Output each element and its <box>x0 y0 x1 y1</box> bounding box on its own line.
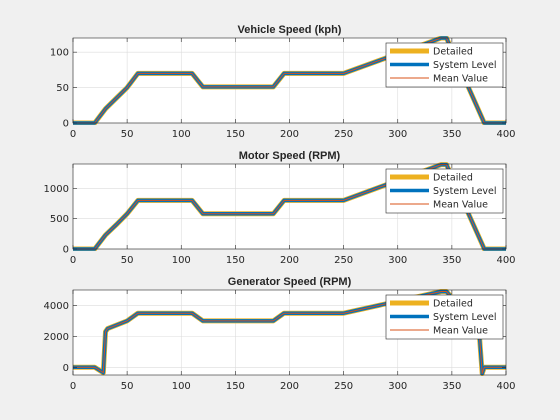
subplot-1: 0 50 100 150 200 250 300 350 400 0 50 100 Vehicle Sp… <box>50 24 516 140</box>
x-tick-label: 100 <box>172 255 191 266</box>
subplot-2: 0 50 100 150 200 250 300 350 400 0 500 1000 Motor Sp… <box>44 150 516 266</box>
y-tick-label: 2000 <box>44 332 69 343</box>
legend-label-mean-value: Mean Value <box>433 326 488 337</box>
legend-label-detailed: Detailed <box>433 173 473 184</box>
subplot-title: Vehicle Speed (kph) <box>238 24 342 36</box>
legend-label-detailed: Detailed <box>433 47 473 58</box>
x-tick-label: 250 <box>334 255 353 266</box>
x-tick-label: 250 <box>334 129 353 140</box>
x-tick-label: 250 <box>334 381 353 392</box>
legend-label-system-level: System Level <box>433 186 497 197</box>
y-tick-label: 100 <box>50 48 69 59</box>
y-tick-label: 0 <box>63 363 69 374</box>
x-tick-label: 100 <box>172 381 191 392</box>
legend-label-mean-value: Mean Value <box>433 200 488 211</box>
legend: Detailed System Level Mean Value <box>385 168 504 214</box>
x-tick-label: 200 <box>280 381 299 392</box>
x-tick-label: 100 <box>172 129 191 140</box>
y-tick-label: 0 <box>63 119 69 130</box>
x-tick-label: 400 <box>496 129 515 140</box>
y-tick-label: 4000 <box>44 301 69 312</box>
x-tick-label: 0 <box>70 129 76 140</box>
subplot-3: 0 50 100 150 200 250 300 350 400020004000Generat… <box>44 276 516 392</box>
x-tick-label: 400 <box>496 255 515 266</box>
x-tick-label: 300 <box>388 381 407 392</box>
subplot-title: Generator Speed (RPM) <box>228 276 352 288</box>
y-tick-label: 50 <box>56 83 69 94</box>
legend-label-system-level: System Level <box>433 60 497 71</box>
y-tick-label: 1000 <box>44 184 69 195</box>
x-tick-label: 150 <box>226 255 245 266</box>
legend: Detailed System Level Mean Value <box>385 294 504 340</box>
subplot-title: Motor Speed (RPM) <box>239 150 341 162</box>
legend-label-mean-value: Mean Value <box>433 74 488 85</box>
x-tick-label: 350 <box>442 255 461 266</box>
x-tick-label: 200 <box>280 129 299 140</box>
legend-label-detailed: Detailed <box>433 299 473 310</box>
x-tick-label: 350 <box>442 129 461 140</box>
legend-label-system-level: System Level <box>433 312 497 323</box>
x-tick-label: 0 <box>70 381 76 392</box>
x-tick-label: 400 <box>496 381 515 392</box>
x-tick-label: 150 <box>226 381 245 392</box>
y-tick-label: 500 <box>50 214 69 225</box>
series-line-mean-value <box>73 164 506 250</box>
x-tick-label: 300 <box>388 255 407 266</box>
legend: Detailed System Level Mean Value <box>385 42 504 88</box>
x-tick-label: 350 <box>442 381 461 392</box>
x-tick-label: 50 <box>121 381 134 392</box>
x-tick-label: 150 <box>226 129 245 140</box>
x-tick-label: 300 <box>388 129 407 140</box>
y-tick-label: 0 <box>63 245 69 256</box>
x-tick-label: 200 <box>280 255 299 266</box>
x-tick-label: 0 <box>70 255 76 266</box>
x-tick-label: 50 <box>121 129 134 140</box>
x-tick-label: 50 <box>121 255 134 266</box>
